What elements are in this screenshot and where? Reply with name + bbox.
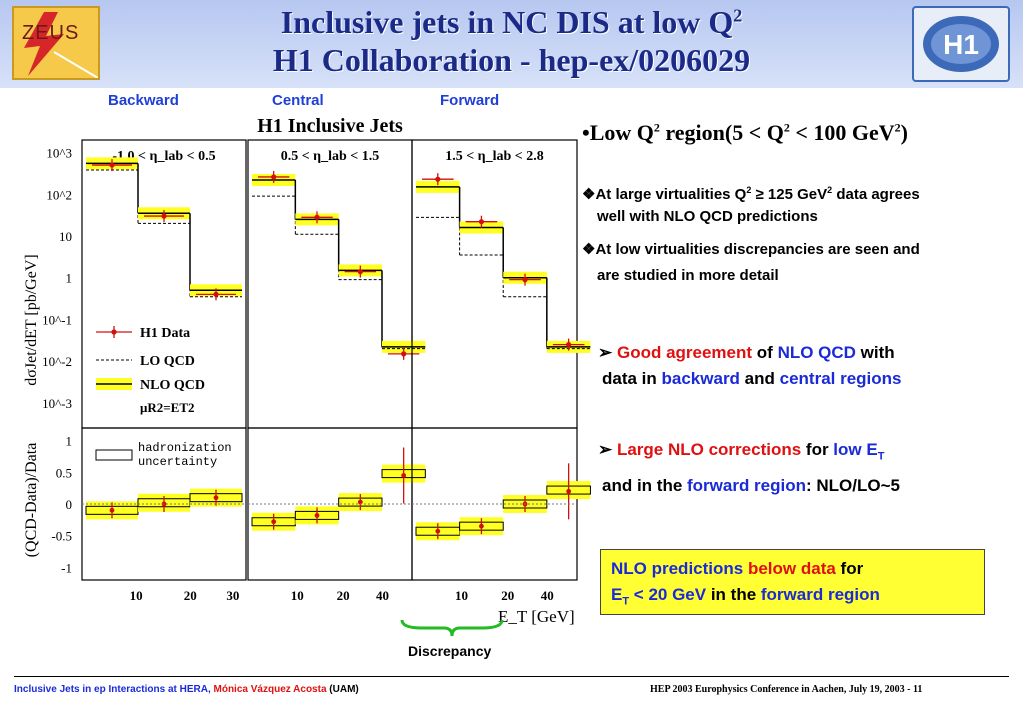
legend-hadronization-box: [95, 449, 133, 461]
y-tick-label-top: 10^3: [46, 146, 72, 161]
data-point: [435, 176, 441, 182]
legend-nlo-label: NLO QCD: [140, 378, 205, 393]
point-low-virtualities-line2: are studied in more detail: [597, 267, 779, 284]
panel-eta-label: -1.0 < η_lab < 0.5: [112, 149, 215, 164]
y-axis-label-top: dσJet/dET [pb/GeV]: [23, 254, 40, 385]
point-low-virtualities: ❖At low virtualities discrepancies are s…: [582, 241, 920, 258]
data-point: [109, 162, 115, 168]
large-nlo-line1: ➢ Large NLO corrections for low ET: [598, 440, 885, 463]
region-label-forward: Forward: [440, 92, 500, 109]
diamond-bullet-icon: ❖: [582, 186, 596, 203]
data-point: [401, 351, 407, 357]
good-agreement-line1: ➢ Good agreement of NLO QCD with: [598, 343, 895, 362]
data-point: [271, 174, 277, 180]
ratio-point: [435, 528, 441, 534]
data-point: [213, 291, 219, 297]
y-tick-label-bottom: 1: [66, 434, 73, 449]
legend-data-label: H1 Data: [140, 326, 190, 341]
y-tick-label-top: 10: [59, 229, 72, 244]
y-tick-label-top: 10^2: [46, 187, 72, 202]
x-tick-label: 40: [376, 588, 389, 603]
slide-title-line2: H1 Collaboration - hep-ex/0206029: [272, 42, 751, 78]
y-tick-label-top: 1: [66, 271, 73, 286]
panel-eta-label: 0.5 < η_lab < 1.5: [281, 149, 380, 164]
y-tick-label-top: 10^-3: [42, 396, 72, 411]
legend-lo-label: LO QCD: [140, 354, 195, 369]
x-tick-label: 30: [226, 588, 239, 603]
x-tick-label: 20: [184, 588, 197, 603]
x-tick-label: 10: [130, 588, 143, 603]
jet-cross-section-chart: H1 Inclusive Jets 10^310^210110^-110^-21…: [23, 115, 591, 626]
y-tick-label-bottom: 0: [66, 497, 73, 512]
ratio-point: [479, 523, 484, 529]
conclusion-box: NLO predictions below data for ET < 20 G…: [600, 549, 985, 615]
footer-right: HEP 2003 Europhysics Conference in Aache…: [650, 684, 923, 695]
large-nlo-line2: and in the forward region: NLO/LO~5: [602, 476, 900, 495]
x-tick-label: 10: [291, 588, 304, 603]
lightning-icon: [24, 12, 98, 78]
data-point: [522, 277, 528, 283]
arrow-bullet-icon: ➢: [598, 343, 617, 362]
data-point: [566, 342, 572, 348]
region-label-backward: Backward: [108, 92, 179, 109]
data-point: [357, 269, 363, 275]
legend-uncertainty-label: uncertainty: [138, 455, 217, 469]
discrepancy-label: Discrepancy: [408, 643, 492, 659]
good-agreement-line2: data in backward and central regions: [602, 369, 902, 388]
region-label-central: Central: [272, 92, 324, 109]
y-tick-label-top: 10^-1: [42, 312, 72, 327]
ratio-point: [213, 495, 219, 501]
x-tick-label: 10: [455, 588, 468, 603]
ratio-point: [109, 507, 115, 513]
arrow-bullet-icon: ➢: [598, 440, 617, 459]
y-tick-label-bottom: 0.5: [56, 465, 72, 480]
y-axis-label-bottom: (QCD-Data)/Data: [23, 443, 40, 558]
ratio-point: [271, 519, 277, 525]
y-tick-label-top: 10^-2: [42, 354, 72, 369]
slide-title-line1: Inclusive jets in NC DIS at low Q2: [280, 4, 743, 40]
ratio-point: [566, 488, 572, 494]
low-q2-heading: •Low Q2 region(5 < Q2 < 100 GeV2): [582, 120, 908, 145]
discrepancy-brace: [400, 619, 504, 637]
diamond-bullet-icon: ❖: [582, 241, 596, 258]
y-tick-label-bottom: -1: [61, 560, 72, 575]
ratio-point: [401, 473, 407, 478]
conclusion-line2: ET < 20 GeV in the forward region: [611, 585, 880, 608]
h1-logo: H1: [912, 6, 1010, 82]
ratio-point: [314, 513, 320, 518]
y-tick-label-bottom: -0.5: [51, 529, 72, 544]
zeus-logo-text: ZEUS: [22, 22, 80, 44]
data-point: [478, 219, 485, 225]
header-banner: [0, 0, 1023, 88]
legend-hadronization-label: hadronization: [138, 441, 232, 455]
ratio-point: [357, 499, 363, 505]
data-point: [161, 213, 167, 219]
h1-logo-text: H1: [943, 29, 979, 60]
point-large-virtualities: ❖At large virtualities Q2 ≥ 125 GeV2 dat…: [582, 185, 920, 203]
footer-divider: [14, 676, 1009, 677]
zeus-logo: [12, 6, 100, 80]
x-axis-label: E_T [GeV]: [498, 607, 575, 626]
data-point: [314, 214, 320, 220]
conclusion-line1: NLO predictions below data for: [611, 559, 864, 578]
x-tick-label: 40: [541, 588, 554, 603]
x-tick-label: 20: [337, 588, 350, 603]
chart-title: H1 Inclusive Jets: [257, 115, 403, 137]
panel-eta-label: 1.5 < η_lab < 2.8: [445, 149, 544, 164]
footer-left: Inclusive Jets in ep Interactions at HER…: [14, 684, 359, 695]
point-large-virtualities-line2: well with NLO QCD predictions: [597, 208, 818, 225]
legend-scale-label: μR2=ET2: [140, 400, 195, 415]
x-tick-label: 20: [501, 588, 514, 603]
